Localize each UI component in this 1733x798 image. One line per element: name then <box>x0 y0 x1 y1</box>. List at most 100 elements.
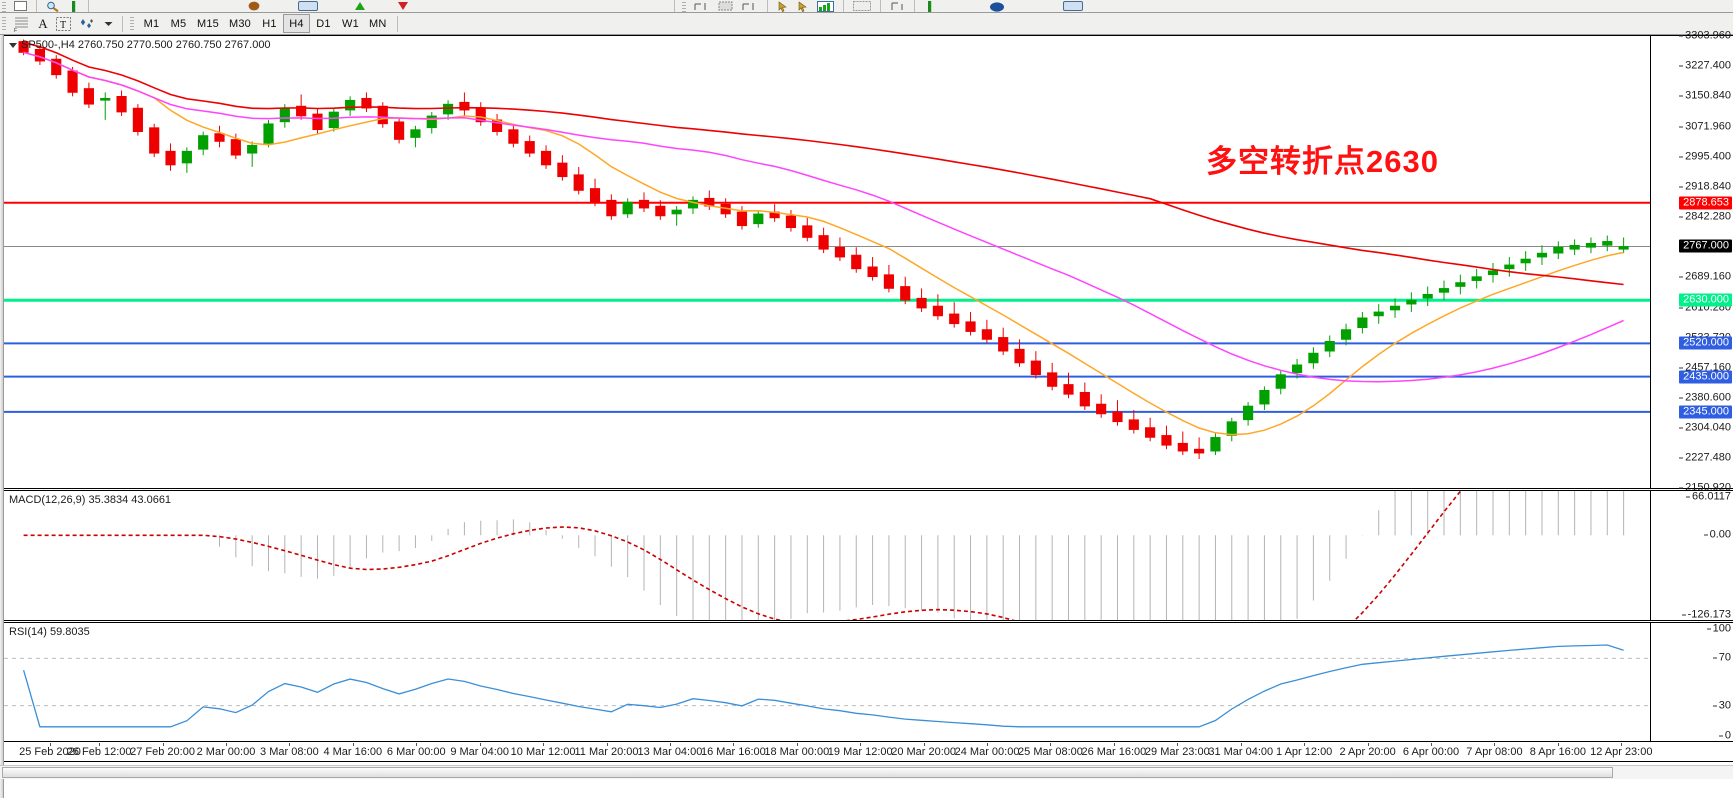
blue-bar-icon[interactable] <box>1059 0 1087 12</box>
time-axis-tick <box>479 743 481 746</box>
toolbar-top-row[interactable] <box>0 0 1733 13</box>
symbol-ohlc-label: SP500-,H4 2760.750 2770.500 2760.750 276… <box>9 39 271 51</box>
time-axis[interactable]: 25 Feb 2020 26 Feb 12:00 27 Feb 20:00 2 Mar… <box>4 743 1733 762</box>
text-box-icon[interactable]: T <box>52 15 75 33</box>
timeframe-w1[interactable]: W1 <box>342 17 359 30</box>
pointer-icon[interactable] <box>773 0 793 12</box>
timeframe-m30[interactable]: M30 <box>229 17 251 30</box>
blue-shape-icon[interactable] <box>985 0 1009 12</box>
toolbar-separator <box>914 0 915 12</box>
price-tick: 2918.840 <box>1679 180 1731 193</box>
time-axis-label: 20 Mar 20:00 <box>891 746 957 758</box>
grid-icon[interactable] <box>849 0 875 12</box>
macd-tick: 66.0117 <box>1686 490 1731 503</box>
time-axis-tick <box>669 743 671 746</box>
time-axis-tick <box>1177 743 1179 746</box>
price-pane[interactable]: SP500-,H4 2760.750 2770.500 2760.750 276… <box>4 30 1733 493</box>
time-axis-label: 2 Apr 20:00 <box>1339 746 1396 758</box>
price-tick: 2610.280 <box>1679 301 1731 314</box>
time-axis-label: 29 Mar 23:00 <box>1144 746 1210 758</box>
time-axis-tick <box>923 743 925 746</box>
scrollbar-thumb[interactable] <box>2 767 1613 778</box>
macd-pane[interactable]: MACD(12,26,9) 35.3834 43.0661 66.0117 0.0… <box>4 490 1733 621</box>
time-axis-tick <box>543 743 545 746</box>
toolbar-grip[interactable] <box>2 16 6 31</box>
time-axis-tick <box>352 743 354 746</box>
toolbar-separator <box>843 0 844 12</box>
price-level-tag-support-2345[interactable]: 2345.000 <box>1679 405 1732 419</box>
time-axis-label: 26 Mar 16:00 <box>1081 746 1147 758</box>
time-axis-tick <box>796 743 798 746</box>
timeframe-mn[interactable]: MN <box>369 17 387 30</box>
time-axis-tick <box>1240 743 1242 746</box>
chart-area[interactable]: SP500-,H4 2760.750 2770.500 2760.750 276… <box>0 30 1733 798</box>
period-m5-icon[interactable] <box>714 0 738 12</box>
price-level-tag-support-2520[interactable]: 2520.000 <box>1679 336 1732 350</box>
rsi-plot[interactable] <box>4 623 1650 741</box>
time-axis-tick <box>1113 743 1115 746</box>
price-level-tag-current-price[interactable]: 2767.000 <box>1679 239 1732 253</box>
svg-text:T: T <box>60 20 66 31</box>
timeframe-m5[interactable]: M5 <box>170 17 187 30</box>
price-level-tag-resistance-2878[interactable]: 2878.653 <box>1679 196 1732 210</box>
pointer2-icon[interactable] <box>793 0 813 12</box>
new-chart-icon[interactable] <box>10 0 31 12</box>
text-label-icon[interactable]: A <box>38 15 48 31</box>
price-plot[interactable] <box>4 36 1650 488</box>
time-axis-tick <box>860 743 862 746</box>
ohlc-icon[interactable] <box>886 0 909 12</box>
objects-dropdown-icon[interactable] <box>99 15 117 33</box>
time-axis-tick <box>1494 743 1496 746</box>
brown-circle-icon[interactable] <box>244 0 264 12</box>
crosshair-cursor-icon[interactable]: F <box>10 15 34 33</box>
green-bar-icon[interactable] <box>920 0 939 12</box>
toolbar-grip[interactable] <box>682 0 686 12</box>
price-tick: 2150.920 <box>1679 481 1731 494</box>
price-tick: 2227.480 <box>1679 451 1731 464</box>
bar-chart-icon[interactable] <box>64 0 83 12</box>
chart-window-icon[interactable] <box>813 0 838 12</box>
time-axis-label: 6 Mar 00:00 <box>386 746 446 758</box>
price-level-tag-pivot-2630[interactable]: 2630.000 <box>1679 293 1732 307</box>
period-m15-icon[interactable] <box>738 0 762 12</box>
vertical-scale-strip[interactable] <box>0 35 4 798</box>
timeframe-grip[interactable] <box>130 16 134 31</box>
red-arrow-icon[interactable] <box>393 0 414 12</box>
timeframe-d1[interactable]: D1 <box>316 17 331 30</box>
time-axis-tick <box>1050 743 1052 746</box>
toolbar-grip[interactable] <box>2 0 6 12</box>
time-axis-tick <box>225 743 227 746</box>
price-scale[interactable]: 3303.960 3227.400 3150.840 3071.960 2995.400… <box>1650 30 1733 493</box>
rsi-scale[interactable]: 100 70 30 0 <box>1650 623 1733 741</box>
svg-text:F: F <box>14 28 17 32</box>
time-axis-label: 31 Mar 04:00 <box>1208 746 1274 758</box>
toolbar-separator <box>880 0 881 12</box>
period-m1-icon[interactable] <box>690 0 714 12</box>
macd-scale[interactable]: 66.0117 0.00 -126.173 <box>1650 491 1733 620</box>
price-level-tag-support-2435[interactable]: 2435.000 <box>1679 370 1732 384</box>
toolbar-separator <box>88 0 89 12</box>
toolbar-chart-tools[interactable]: F A T M1 M5 M15 M30 H1 H4 D1 W1 MN <box>0 13 1733 35</box>
objects-icon[interactable] <box>75 15 99 33</box>
timeframe-h4[interactable]: H4 <box>283 14 310 33</box>
horizontal-scrollbar[interactable] <box>0 765 1733 779</box>
timeframe-h1[interactable]: H1 <box>262 17 277 30</box>
time-axis-label: 16 Mar 16:00 <box>700 746 766 758</box>
time-axis-tick <box>1431 743 1433 746</box>
green-arrow-icon[interactable] <box>350 0 371 12</box>
window-icon[interactable] <box>294 0 322 12</box>
time-axis-tick <box>733 743 735 746</box>
collapse-triangle-icon[interactable] <box>9 42 17 48</box>
price-tick: 2380.600 <box>1679 391 1731 404</box>
price-tick: 3303.960 <box>1679 29 1731 42</box>
price-tick: 2457.160 <box>1679 361 1731 374</box>
timeframe-m1[interactable]: M1 <box>143 17 160 30</box>
time-axis-label: 26 Feb 12:00 <box>66 746 132 758</box>
time-axis-tick <box>99 743 101 746</box>
timeframe-m15[interactable]: M15 <box>197 17 219 30</box>
time-axis-label: 19 Mar 12:00 <box>827 746 893 758</box>
zoom-icon[interactable] <box>42 0 64 12</box>
time-axis-label: 11 Mar 20:00 <box>574 746 639 758</box>
rsi-pane[interactable]: RSI(14) 59.8035 100 70 30 0 <box>4 622 1733 742</box>
macd-plot[interactable] <box>4 491 1650 620</box>
